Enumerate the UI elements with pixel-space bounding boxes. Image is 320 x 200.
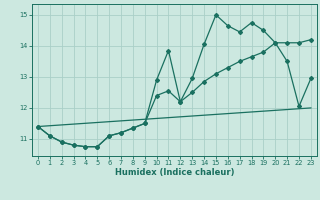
X-axis label: Humidex (Indice chaleur): Humidex (Indice chaleur) [115,168,234,177]
